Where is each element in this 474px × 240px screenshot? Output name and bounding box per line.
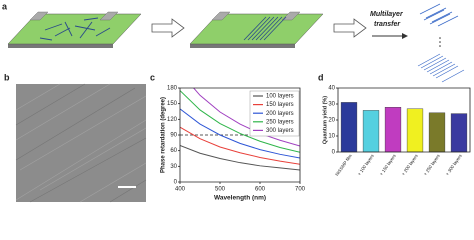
axes <box>337 87 471 153</box>
bar <box>450 113 468 153</box>
panel-label: d <box>318 72 324 82</box>
annotation: transfer <box>374 21 401 28</box>
x-tick-label: 700 <box>295 187 306 193</box>
panel-label: c <box>150 72 155 82</box>
panel-label: b <box>4 72 10 82</box>
sem-image <box>15 83 147 203</box>
x-tick-label: + 300 layers <box>445 153 464 177</box>
y-tick-label: 10 <box>328 134 335 140</box>
figure: a Multilayer transfer b <box>2 1 471 203</box>
data-line <box>180 144 300 171</box>
x-tick-label: + 200 layers <box>401 153 420 177</box>
substrate-aligned <box>189 11 324 48</box>
data-line <box>192 88 300 147</box>
bar <box>340 102 358 153</box>
data-line <box>180 90 300 153</box>
y-tick-label: 30 <box>328 102 335 108</box>
x-tick-label: 500 <box>215 187 226 193</box>
y-tick-label: 0 <box>332 150 336 156</box>
y-axis-label: Phase retardation (degree) <box>161 97 167 173</box>
x-tick-label: + 250 layers <box>423 153 442 177</box>
x-axis-label: Wavelength (nm) <box>214 195 266 202</box>
bar <box>384 106 402 153</box>
y-tick-label: 150 <box>167 101 178 107</box>
arrow <box>372 33 408 39</box>
x-tick-label: NiSSMP film <box>334 153 353 177</box>
y-tick-label: 180 <box>167 86 178 92</box>
y-axis-label: Quantum yield (%) <box>322 96 328 144</box>
arrow <box>333 18 367 38</box>
layer-stack <box>419 3 459 27</box>
legend-label: 250 layers <box>266 119 294 125</box>
legend-label: 150 layers <box>266 102 294 108</box>
annotation: Multilayer <box>370 11 404 18</box>
bar <box>362 110 380 153</box>
bar <box>428 112 446 153</box>
legend-label: 200 layers <box>266 111 294 117</box>
legend-label: 300 layers <box>266 128 294 134</box>
y-tick-label: 90 <box>170 133 177 139</box>
data-line <box>180 126 300 165</box>
y-tick-label: 0 <box>174 180 178 186</box>
bar <box>406 108 424 153</box>
x-tick-label: + 150 layers <box>379 153 398 177</box>
panel-label: a <box>2 1 8 11</box>
y-tick-label: 30 <box>170 164 177 170</box>
layer-stack <box>417 53 465 83</box>
legend-label: 100 layers <box>266 94 294 100</box>
x-tick-label: 600 <box>255 187 266 193</box>
y-tick-label: 120 <box>167 117 178 123</box>
arrow <box>151 18 185 38</box>
ellipsis <box>439 37 441 47</box>
x-tick-label: 400 <box>175 187 186 193</box>
y-tick-label: 60 <box>170 148 177 154</box>
y-tick-label: 40 <box>328 86 335 92</box>
y-tick-label: 20 <box>328 118 335 124</box>
substrate-random <box>7 11 142 48</box>
data-line <box>180 108 300 159</box>
x-tick-label: + 100 layers <box>357 153 376 177</box>
axes <box>179 87 301 183</box>
